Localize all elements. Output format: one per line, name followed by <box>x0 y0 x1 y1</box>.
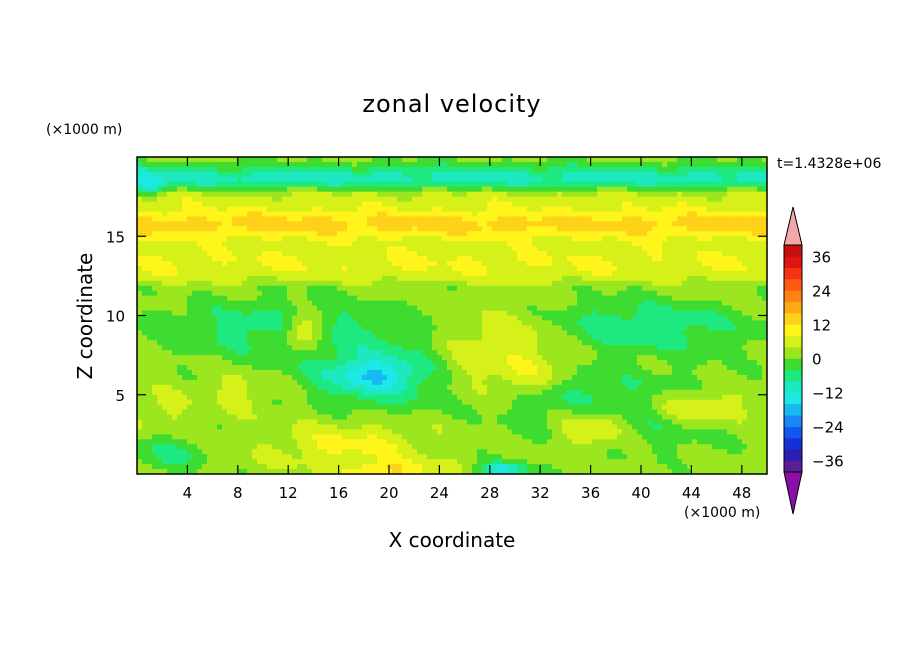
colorbar-tick-label: −12 <box>812 385 844 403</box>
y-tick-label: 15 <box>106 228 125 246</box>
colorbar-swatch <box>784 437 802 450</box>
x-unit-label: (×1000 m) <box>684 505 760 521</box>
colorbar-tick-label: 12 <box>812 316 831 334</box>
colorbar-frame <box>783 244 803 473</box>
colorbar-under-triangle <box>783 471 803 515</box>
colorbar-over-triangle <box>783 206 803 246</box>
x-tick-label: 40 <box>631 484 650 502</box>
colorbar-tick-label: 0 <box>812 351 822 369</box>
colorbar-tick-label: 36 <box>812 248 831 266</box>
x-tick-label: 16 <box>329 484 348 502</box>
colorbar-swatch <box>784 347 802 359</box>
x-tick-label: 24 <box>430 484 449 502</box>
x-axis-label: X coordinate <box>389 528 516 552</box>
colorbar-swatch <box>784 324 802 337</box>
time-label: t=1.4328e+06 <box>777 156 881 172</box>
colorbar-swatch <box>784 245 802 257</box>
colorbar: 36 24 12 0 −12 −24 −36 <box>783 206 844 515</box>
chart-title: zonal velocity <box>362 90 541 118</box>
colorbar-swatch <box>784 335 802 348</box>
colorbar-swatch <box>784 449 802 461</box>
colorbar-swatch <box>784 426 802 439</box>
x-tick-label: 12 <box>279 484 298 502</box>
x-tick-label: 20 <box>379 484 398 502</box>
y-unit-label: (×1000 m) <box>46 122 122 138</box>
colorbar-swatch <box>784 369 802 382</box>
colorbar-swatch <box>784 415 802 427</box>
y-tick-label: 5 <box>115 387 125 405</box>
colorbar-swatch <box>784 267 802 280</box>
colorbar-swatch <box>784 290 802 303</box>
y-tick-label: 10 <box>106 308 125 326</box>
colorbar-swatch <box>784 403 802 416</box>
colorbar-swatch <box>784 301 802 314</box>
colorbar-swatch <box>784 392 802 405</box>
y-axis-ticks: 5 10 15 <box>106 228 767 405</box>
x-tick-label: 28 <box>480 484 499 502</box>
x-tick-label: 32 <box>531 484 550 502</box>
colorbar-swatch <box>784 313 802 325</box>
x-tick-label: 48 <box>732 484 751 502</box>
y-axis-label: Z coordinate <box>73 253 97 380</box>
colorbar-tick-label: 24 <box>812 282 831 300</box>
colorbar-tick-label: −24 <box>812 419 844 437</box>
colorbar-swatch <box>784 381 802 393</box>
x-tick-label: 8 <box>233 484 243 502</box>
colorbar-swatch <box>784 279 802 291</box>
colorbar-swatch <box>784 358 802 371</box>
x-tick-label: 36 <box>581 484 600 502</box>
colorbar-tick-label: −36 <box>812 453 844 471</box>
x-tick-label: 44 <box>682 484 701 502</box>
colorbar-swatch <box>784 256 802 268</box>
colorbar-swatch <box>784 460 802 473</box>
x-tick-label: 4 <box>183 484 193 502</box>
heatmap-field <box>137 157 767 474</box>
x-axis-ticks: 4 8 12 16 20 24 28 32 36 40 44 48 <box>183 157 751 502</box>
